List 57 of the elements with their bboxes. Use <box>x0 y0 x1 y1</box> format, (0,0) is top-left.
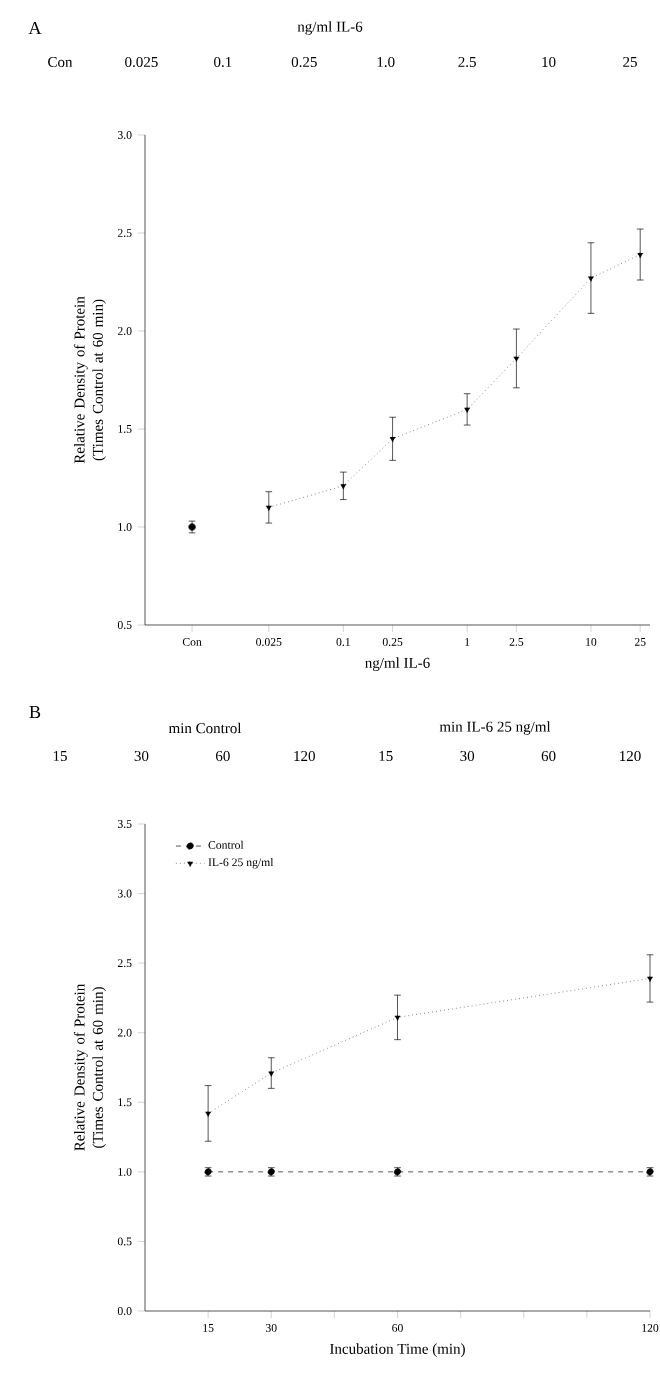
y-tick-label: 0.5 <box>117 621 132 629</box>
y-tick-label: 3.0 <box>117 889 132 898</box>
y-tick-label: 2.0 <box>117 327 132 335</box>
y-axis-title: Relative Density of Protein (Times Control at 60 min) <box>73 983 106 1151</box>
text: min IL-6 25 ng/ml <box>439 721 551 735</box>
text: 30 <box>460 750 475 762</box>
text: 15 <box>379 750 393 762</box>
point <box>268 1071 275 1077</box>
x-axis-title: Incubation Time (min) <box>330 1343 465 1357</box>
text: ng/ml IL-6 <box>297 21 363 35</box>
point <box>394 1015 401 1022</box>
y-tick-label: 3.5 <box>117 820 132 828</box>
x-tick-label: 30 <box>265 1324 277 1332</box>
x-tick-label: 10 <box>586 637 597 646</box>
x-tick-label: 1 <box>465 638 470 646</box>
text: 25 <box>623 56 637 68</box>
text: 1.0 <box>377 56 395 68</box>
text: 30 <box>134 750 149 762</box>
text: 0.1 <box>214 56 232 68</box>
y-tick-label: 2.5 <box>117 959 132 968</box>
y-tick-label: 3.0 <box>117 131 132 139</box>
y-tick-label: 0.5 <box>117 1237 132 1246</box>
y-tick-label: 1.5 <box>118 1098 132 1107</box>
y-tick-label: 1.0 <box>118 523 132 531</box>
text: A <box>28 21 42 35</box>
text: min Control <box>168 722 242 734</box>
x-tick-label: 60 <box>392 1324 403 1332</box>
text: 60 <box>541 750 556 762</box>
x-tick-label: 25 <box>634 638 646 646</box>
x-tick-label: 0.025 <box>256 637 282 646</box>
text: 0.25 <box>291 56 317 68</box>
y-axis-title: Relative Density of Protein (Times Control at 60 min) <box>73 296 106 464</box>
y-tick-label: 2.0 <box>117 1028 132 1037</box>
text: 120 <box>620 750 641 762</box>
x-tick-label: 120 <box>642 1324 659 1332</box>
y-tick-label: 2.5 <box>117 229 132 237</box>
text: 10 <box>542 56 556 68</box>
text: 120 <box>294 750 315 762</box>
x-tick-label: 0.1 <box>336 637 350 646</box>
y-tick-label: 0.0 <box>117 1307 132 1315</box>
x-tick-label: 0.25 <box>382 637 403 646</box>
text: Con <box>48 56 73 68</box>
x-tick-label: 15 <box>203 1324 214 1332</box>
text: 15 <box>53 750 67 762</box>
y-tick-label: 1.5 <box>118 425 132 433</box>
text: 2.5 <box>458 56 476 68</box>
point <box>204 1111 212 1118</box>
x-axis-title: ng/ml IL-6 <box>365 657 430 672</box>
x-tick-label: Con <box>182 638 202 646</box>
x-tick-label: 2.5 <box>509 638 524 646</box>
text: 60 <box>216 750 230 762</box>
text: 0.025 <box>125 56 158 68</box>
legend-label: Control <box>208 840 244 849</box>
text: B <box>29 705 41 719</box>
legend-label: IL-6 25 ng/ml <box>208 858 274 869</box>
y-tick-label: 1.0 <box>118 1167 132 1176</box>
point <box>646 976 654 983</box>
